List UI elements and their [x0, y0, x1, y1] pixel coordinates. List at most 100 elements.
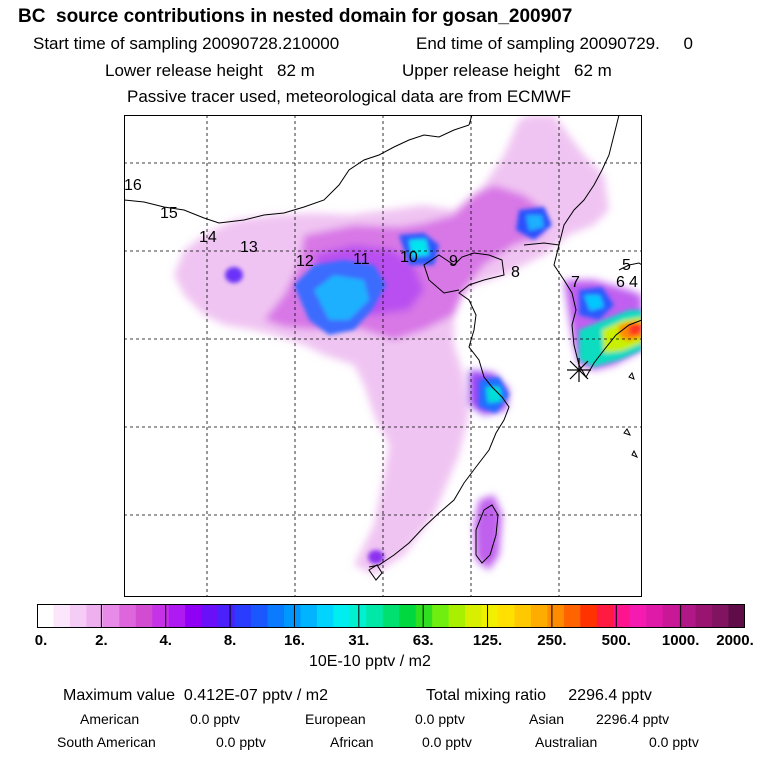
china-coast — [368, 252, 510, 568]
color-scale-cell — [69, 604, 87, 628]
color-scale-cell — [53, 604, 71, 628]
color-scale-tick-label: 31. — [348, 632, 370, 649]
northeast-border — [468, 115, 473, 126]
beijing-inner-core — [314, 275, 369, 320]
trajectory-label: 7 — [571, 274, 580, 291]
color-scale-cell — [530, 604, 549, 628]
american-value: 0.0 pptv — [190, 711, 240, 727]
color-scale-cell — [185, 604, 203, 628]
trajectory-label: 8 — [511, 264, 520, 281]
color-scale-tick-label: 16. — [284, 632, 305, 649]
color-scale-cell — [152, 604, 170, 628]
color-scale-cell — [251, 604, 269, 628]
hot-spot — [579, 310, 642, 367]
australian-value: 0.0 pptv — [649, 734, 699, 750]
color-scale-cell — [580, 604, 598, 628]
color-scale-cell — [481, 604, 499, 628]
trajectory-label: 12 — [296, 253, 314, 270]
color-scale-cell — [448, 604, 466, 628]
color-scale-cell — [382, 604, 400, 628]
color-scale-cell — [514, 604, 532, 628]
color-scale-tick-label: 4. — [159, 632, 172, 649]
trajectory-label: 4 — [629, 274, 638, 291]
maximum-value-label: Maximum value 0.412E-07 pptv / m2 — [63, 687, 329, 704]
color-scale-cell — [316, 604, 334, 628]
color-scale-tick-label: 250. — [537, 632, 567, 649]
color-scale-cell — [465, 604, 483, 628]
european-value: 0.0 pptv — [415, 711, 465, 727]
european-label: European — [305, 711, 366, 727]
color-scale-tick-label: 8. — [223, 632, 237, 649]
tianjin-inner-core — [409, 239, 429, 257]
african-value: 0.0 pptv — [422, 734, 472, 750]
hot-spot-red — [629, 323, 642, 335]
korea-north-coast — [523, 115, 620, 246]
upper-release-height-label: Upper release height 62 m — [402, 61, 612, 80]
color-scale-cell — [679, 604, 697, 628]
color-scale-tick-label: 63. — [412, 632, 434, 649]
color-scale-cell — [712, 604, 730, 628]
color-scale-cell — [415, 604, 433, 628]
taiwan-plume-region — [474, 495, 502, 570]
color-scale-cell — [37, 604, 55, 628]
color-scale-tick-label: 2. — [95, 632, 108, 649]
western-spot — [225, 267, 243, 283]
start-time-label: Start time of sampling 20090728.210000 — [33, 34, 340, 53]
trajectory-labels: 16 15 14 13 12 11 10 9 8 7 6 5 4 — [124, 177, 638, 291]
lower-release-height-label: Lower release height 82 m — [105, 61, 315, 80]
color-scale-cell — [563, 604, 581, 628]
low-concentration-region — [174, 115, 609, 575]
island-chain — [623, 371, 639, 458]
color-scale-cell — [432, 604, 450, 628]
southern-spot — [368, 550, 384, 564]
color-scale-cell — [629, 604, 647, 628]
trajectory-label: 14 — [199, 229, 217, 246]
asian-value: 2296.4 pptv — [596, 711, 670, 727]
color-scale-tick-label: 2000. — [716, 632, 754, 649]
blue-cores — [225, 207, 614, 564]
lat-lon-grid — [124, 115, 642, 597]
color-scale-cell — [547, 604, 565, 628]
trajectory-label: 10 — [400, 249, 418, 266]
south-american-label: South American — [57, 734, 156, 750]
color-scale-cell — [86, 604, 104, 628]
trajectory-label: 16 — [124, 177, 142, 194]
korea-north-inner-core — [526, 215, 544, 231]
color-scale-cell — [613, 604, 631, 628]
color-scale-cell — [234, 604, 252, 628]
trajectory-label: 5 — [622, 257, 631, 274]
color-scale-cell — [728, 604, 745, 628]
color-scale-tick-label: 1000. — [661, 632, 700, 649]
plot-title: BC source contributions in nested domain… — [18, 6, 573, 27]
color-scale-cell — [201, 604, 219, 628]
color-scale-cell — [399, 604, 417, 628]
japan-coast — [618, 262, 642, 271]
korea-west-inner-core — [584, 295, 604, 311]
color-scale-tick-label: 125. — [472, 632, 503, 649]
color-scale-cell — [168, 604, 186, 628]
trajectory-label: 15 — [160, 205, 178, 222]
color-scale-bar — [37, 604, 745, 628]
asian-label: Asian — [529, 711, 565, 727]
color-scale-tick-label: 500. — [601, 632, 631, 649]
color-scale-cell — [267, 604, 285, 628]
coastlines — [124, 115, 642, 581]
color-scale-cell — [662, 604, 680, 628]
end-time-label: End time of sampling 20090729. 0 — [416, 34, 693, 53]
receptor-asterisk — [567, 358, 591, 382]
tracer-note: Passive tracer used, meteorological data… — [127, 87, 572, 106]
color-scale-cell — [119, 604, 137, 628]
american-label: American — [80, 711, 140, 727]
color-scale-cell — [366, 604, 384, 628]
map-frame — [124, 115, 642, 597]
color-scale-cell — [218, 604, 236, 628]
african-label: African — [330, 734, 374, 750]
color-scale-cell — [596, 604, 614, 628]
northern-border — [124, 124, 470, 224]
bohai-coast — [423, 254, 460, 294]
trajectory-label: 11 — [353, 251, 370, 268]
color-scale-cell — [695, 604, 713, 628]
trajectory-label: 13 — [240, 239, 258, 256]
map-panel: 16 15 14 13 12 11 10 9 8 7 6 5 4 — [124, 115, 642, 597]
color-scale-cell — [300, 604, 318, 628]
